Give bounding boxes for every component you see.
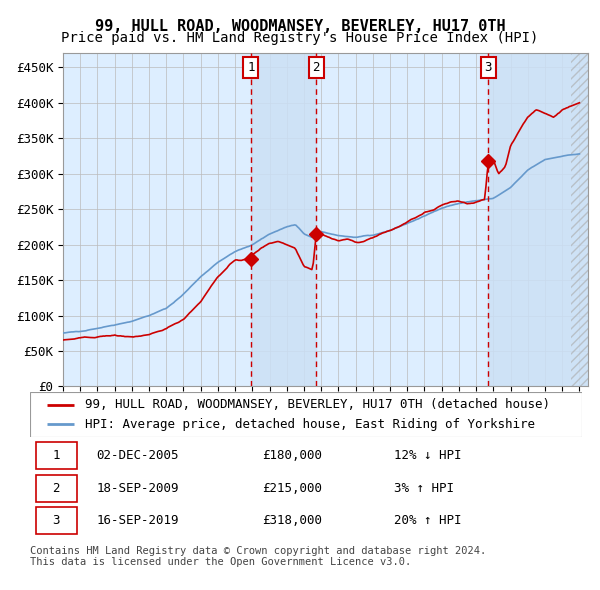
Text: 02-DEC-2005: 02-DEC-2005 bbox=[96, 449, 179, 463]
Text: 2: 2 bbox=[313, 61, 320, 74]
FancyBboxPatch shape bbox=[35, 507, 77, 535]
Text: Price paid vs. HM Land Registry's House Price Index (HPI): Price paid vs. HM Land Registry's House … bbox=[61, 31, 539, 45]
Bar bbox=[571, 53, 590, 386]
Text: £215,000: £215,000 bbox=[262, 481, 322, 495]
FancyBboxPatch shape bbox=[35, 442, 77, 470]
Text: 1: 1 bbox=[52, 449, 60, 463]
Text: 3: 3 bbox=[52, 514, 60, 527]
Text: £180,000: £180,000 bbox=[262, 449, 322, 463]
Text: 99, HULL ROAD, WOODMANSEY, BEVERLEY, HU17 0TH: 99, HULL ROAD, WOODMANSEY, BEVERLEY, HU1… bbox=[95, 19, 505, 34]
Text: HPI: Average price, detached house, East Riding of Yorkshire: HPI: Average price, detached house, East… bbox=[85, 418, 535, 431]
Text: 1: 1 bbox=[247, 61, 255, 74]
FancyBboxPatch shape bbox=[30, 392, 582, 437]
Text: 99, HULL ROAD, WOODMANSEY, BEVERLEY, HU17 0TH (detached house): 99, HULL ROAD, WOODMANSEY, BEVERLEY, HU1… bbox=[85, 398, 550, 411]
FancyBboxPatch shape bbox=[35, 474, 77, 502]
Text: 16-SEP-2019: 16-SEP-2019 bbox=[96, 514, 179, 527]
Text: 12% ↓ HPI: 12% ↓ HPI bbox=[394, 449, 462, 463]
Text: 2: 2 bbox=[52, 481, 60, 495]
Bar bbox=[251, 53, 316, 386]
Text: Contains HM Land Registry data © Crown copyright and database right 2024.
This d: Contains HM Land Registry data © Crown c… bbox=[30, 546, 486, 568]
Text: 3: 3 bbox=[485, 61, 492, 74]
Text: 3% ↑ HPI: 3% ↑ HPI bbox=[394, 481, 454, 495]
Text: £318,000: £318,000 bbox=[262, 514, 322, 527]
Text: 20% ↑ HPI: 20% ↑ HPI bbox=[394, 514, 462, 527]
Bar bbox=[488, 53, 588, 386]
Text: 18-SEP-2009: 18-SEP-2009 bbox=[96, 481, 179, 495]
